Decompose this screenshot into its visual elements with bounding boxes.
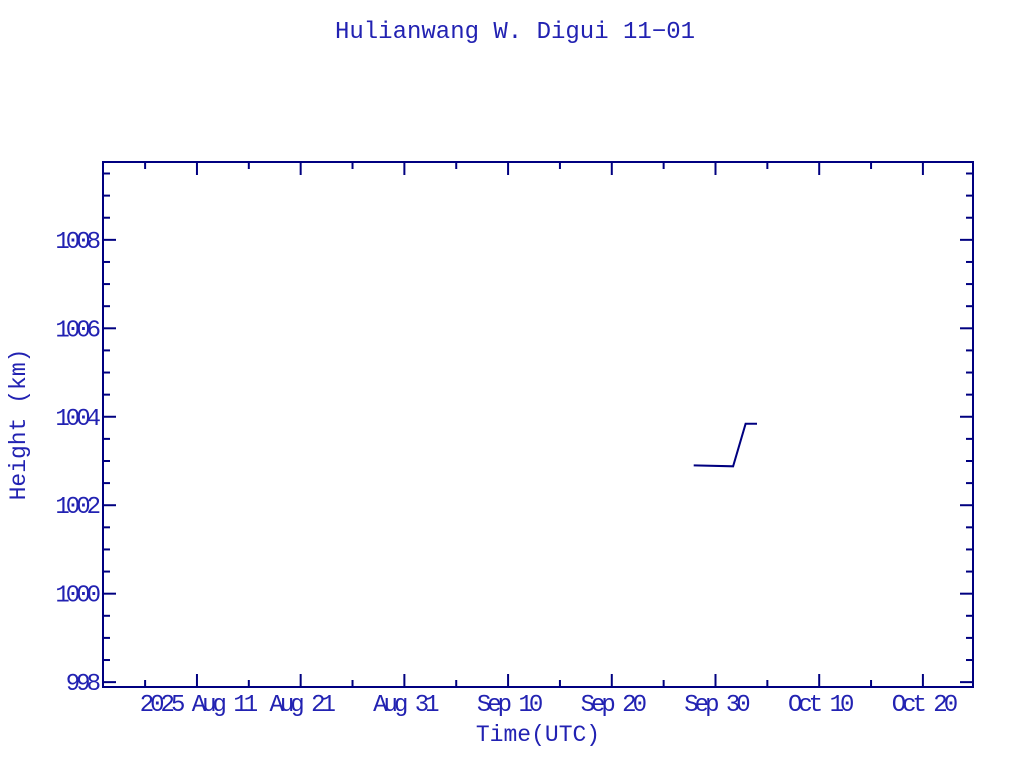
data-line [693,422,757,468]
x-tick-labels: 2025 Aug 11 Aug 21 Aug 31 Sep 10 Sep 20 Sep 3… [140,692,961,719]
x-tick-label: Oct 10 [788,692,853,719]
x-tick-label: Sep 20 [581,692,646,719]
y-tick-label: 1002 [55,494,99,521]
x-tick-label: Sep 10 [477,692,542,719]
x-tick-label: Aug 31 [373,692,439,719]
x-tick-label: 2025 Aug 11 [140,692,258,719]
y-tick-labels: 998 1000 1002 1004 1006 1008 [55,229,104,698]
x-tick-label: Aug 21 [269,692,335,719]
y-tick-label: 1000 [55,583,99,610]
y-axis-title: Height (km) [6,349,32,501]
y-tick-label: 1006 [55,317,99,344]
x-tick-label: Oct 20 [892,692,957,719]
axes-and-ticks [102,161,974,688]
y-tick-label: 1004 [55,406,100,433]
plot-frame [102,161,974,688]
x-axis-title: Time(UTC) [476,722,600,748]
y-tick-label: 998 [66,671,100,698]
x-tick-label: Sep 30 [684,692,749,719]
height-series-line [693,422,757,468]
y-tick-label: 1008 [55,229,99,256]
chart-title: Hulianwang W. Digui 11−01 [335,19,695,46]
